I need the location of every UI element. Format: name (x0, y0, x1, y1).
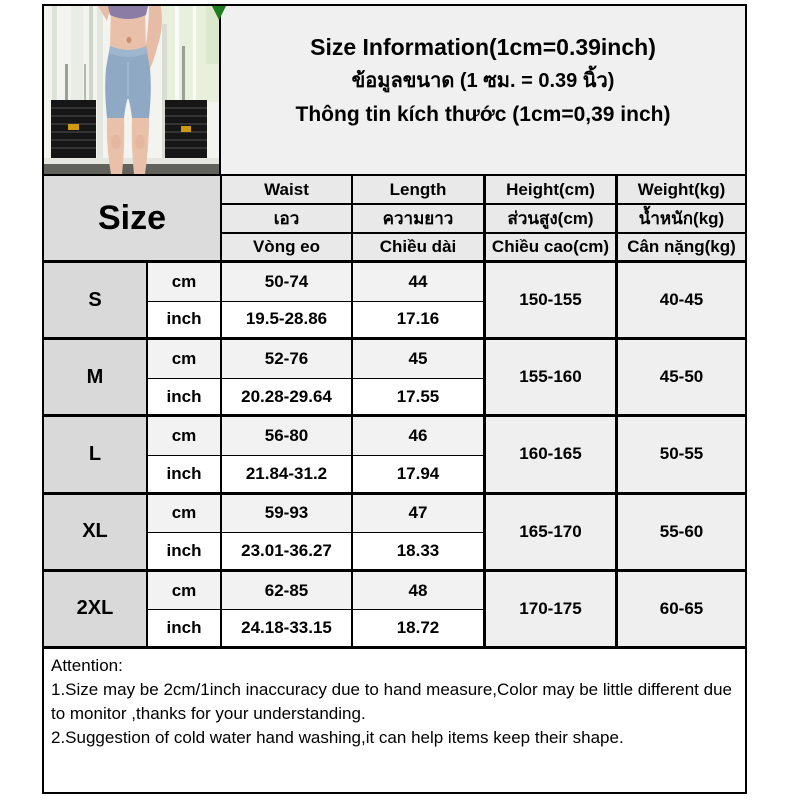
unit-label-inch: inch (148, 455, 222, 495)
height-value: 155-160 (486, 340, 618, 418)
weight-value: 55-60 (618, 494, 745, 572)
title-thai: ข้อมูลขนาด (1 ซม. = 0.39 นิ้ว) (351, 70, 615, 92)
header-length-th: ความยาว (353, 205, 486, 234)
header-waist-th: เอว (222, 205, 353, 234)
header-length-vi: Chiều dài (353, 234, 486, 263)
header-weight-vi: Cân nặng(kg) (618, 234, 745, 263)
product-photo (44, 6, 221, 174)
header-height-th: ส่วนสูง(cm) (486, 205, 618, 234)
size-row-label: S (44, 263, 148, 341)
length-inch-value: 17.16 (353, 301, 486, 341)
height-value: 160-165 (486, 417, 618, 495)
length-cm-value: 45 (353, 340, 486, 379)
length-cm-value: 46 (353, 417, 486, 456)
header-waist-en: Waist (222, 176, 353, 205)
size-row-label: 2XL (44, 571, 148, 649)
length-cm-value: 44 (353, 263, 486, 302)
header-height-vi: Chiều cao(cm) (486, 234, 618, 263)
title-vietnamese: Thông tin kích thước (1cm=0,39 inch) (295, 103, 671, 126)
weight-value: 45-50 (618, 340, 745, 418)
unit-label-cm: cm (148, 571, 222, 611)
length-cm-value: 47 (353, 494, 486, 534)
waist-cm-value: 59-93 (222, 494, 353, 534)
size-column-header: Size (44, 176, 222, 263)
length-cm-value: 48 (353, 571, 486, 611)
waist-cm-value: 62-85 (222, 571, 353, 611)
waist-cm-value: 56-80 (222, 417, 353, 456)
height-value: 170-175 (486, 571, 618, 649)
length-inch-value: 18.72 (353, 610, 486, 649)
title-english: Size Information(1cm=0.39inch) (310, 34, 656, 60)
length-inch-value: 17.55 (353, 378, 486, 418)
weight-value: 50-55 (618, 417, 745, 495)
length-inch-value: 18.33 (353, 533, 486, 572)
unit-label-inch: inch (148, 301, 222, 341)
attention-heading: Attention: (51, 656, 123, 675)
attention-notes: Attention: 1.Size may be 2cm/1inch inacc… (44, 649, 745, 792)
header-weight-th: น้ำหนัก(kg) (618, 205, 745, 234)
gym-scene-illustration (44, 6, 219, 174)
unit-label-inch: inch (148, 533, 222, 572)
header-height-en: Height(cm) (486, 176, 618, 205)
size-chart-panel: Size Information(1cm=0.39inch) ข้อมูลขนา… (42, 4, 747, 794)
size-table: Size Waist Length Height(cm) Weight(kg) … (44, 176, 745, 649)
weight-value: 40-45 (618, 263, 745, 341)
unit-label-cm: cm (148, 263, 222, 302)
header-length-en: Length (353, 176, 486, 205)
waist-inch-value: 19.5-28.86 (222, 301, 353, 341)
waist-cm-value: 50-74 (222, 263, 353, 302)
unit-label-inch: inch (148, 610, 222, 649)
waist-inch-value: 21.84-31.2 (222, 455, 353, 495)
attention-item-1: 1.Size may be 2cm/1inch inaccuracy due t… (51, 680, 732, 723)
size-row-label: L (44, 417, 148, 495)
waist-inch-value: 24.18-33.15 (222, 610, 353, 649)
unit-label-inch: inch (148, 378, 222, 418)
header-weight-en: Weight(kg) (618, 176, 745, 205)
unit-label-cm: cm (148, 417, 222, 456)
size-row-label: XL (44, 494, 148, 572)
waist-inch-value: 23.01-36.27 (222, 533, 353, 572)
green-corner-accent (212, 6, 226, 20)
height-value: 165-170 (486, 494, 618, 572)
header-section: Size Information(1cm=0.39inch) ข้อมูลขนา… (44, 6, 745, 176)
weight-value: 60-65 (618, 571, 745, 649)
length-inch-value: 17.94 (353, 455, 486, 495)
waist-inch-value: 20.28-29.64 (222, 378, 353, 418)
waist-cm-value: 52-76 (222, 340, 353, 379)
size-row-label: M (44, 340, 148, 418)
header-waist-vi: Vòng eo (222, 234, 353, 263)
attention-item-2: 2.Suggestion of cold water hand washing,… (51, 728, 624, 747)
unit-label-cm: cm (148, 340, 222, 379)
size-info-title-block: Size Information(1cm=0.39inch) ข้อมูลขนา… (221, 6, 745, 174)
unit-label-cm: cm (148, 494, 222, 534)
height-value: 150-155 (486, 263, 618, 341)
